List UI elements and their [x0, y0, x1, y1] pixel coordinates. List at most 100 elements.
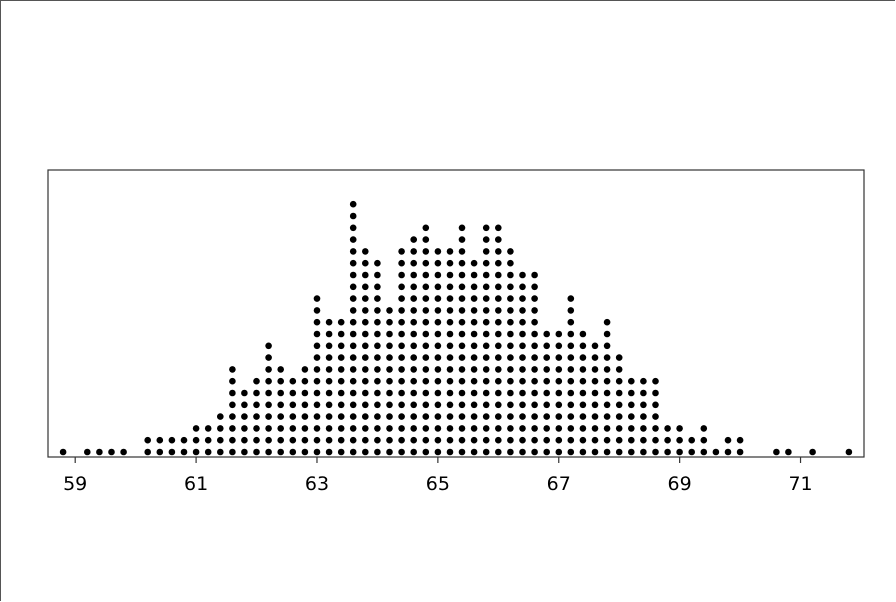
data-dot: [434, 259, 442, 267]
data-dot: [362, 425, 369, 432]
data-dot: [313, 436, 321, 444]
data-dot: [603, 425, 611, 432]
data-dot: [204, 425, 212, 432]
data-dot: [531, 401, 538, 409]
data-dot: [253, 436, 260, 444]
data-dot: [652, 377, 659, 385]
data-dot: [531, 389, 538, 397]
data-dot: [470, 436, 478, 444]
data-dot: [688, 436, 695, 444]
data-dot: [313, 318, 321, 326]
data-dot: [180, 448, 188, 456]
data-dot: [446, 283, 454, 291]
data-dot: [555, 425, 563, 432]
data-dot: [446, 366, 454, 373]
data-dot: [434, 413, 442, 420]
data-dot: [543, 366, 550, 373]
data-dot: [386, 448, 393, 456]
data-dot: [265, 377, 272, 385]
data-dot: [313, 342, 321, 350]
data-dot: [591, 448, 599, 456]
data-dot: [108, 448, 115, 456]
data-dot: [362, 448, 369, 456]
data-dot: [422, 377, 430, 385]
data-dot: [495, 366, 502, 373]
data-dot: [192, 425, 200, 432]
data-dot: [591, 413, 599, 420]
data-dot: [579, 366, 587, 373]
data-dot: [603, 448, 611, 456]
data-dot: [531, 436, 538, 444]
data-dot: [446, 389, 454, 397]
data-dot: [458, 448, 466, 456]
data-dot: [555, 330, 563, 338]
data-dot: [349, 224, 357, 232]
data-dot: [434, 401, 442, 409]
data-dot: [519, 425, 526, 432]
data-dot: [398, 318, 405, 326]
data-dot: [422, 389, 430, 397]
data-dot: [628, 377, 635, 385]
data-dot: [446, 401, 454, 409]
data-dot: [349, 236, 357, 243]
data-dot: [241, 448, 248, 456]
data-dot: [422, 413, 430, 420]
data-dot: [603, 342, 611, 350]
data-dot: [325, 354, 333, 361]
data-dot: [325, 413, 333, 420]
data-dot: [724, 436, 732, 444]
data-dot: [374, 342, 381, 350]
data-dot: [434, 377, 442, 385]
data-dot: [337, 318, 345, 326]
data-dot: [652, 448, 659, 456]
data-dot: [410, 259, 418, 267]
data-dot: [434, 389, 442, 397]
data-dot: [349, 425, 357, 432]
data-dot: [579, 377, 587, 385]
data-dot: [374, 283, 381, 291]
data-dot: [277, 436, 285, 444]
data-dot: [410, 401, 418, 409]
data-dot: [446, 436, 454, 444]
data-dot: [519, 283, 526, 291]
data-dot: [470, 318, 478, 326]
data-dot: [362, 283, 369, 291]
data-dot: [555, 377, 563, 385]
data-dot: [374, 366, 381, 373]
data-dot: [507, 318, 514, 326]
data-dot: [495, 342, 502, 350]
data-dot: [567, 377, 575, 385]
data-dot: [482, 425, 490, 432]
data-dot: [470, 307, 478, 314]
data-dot: [434, 330, 442, 338]
data-dot: [603, 401, 611, 409]
data-dot: [313, 330, 321, 338]
data-dot: [325, 377, 333, 385]
data-dot: [422, 295, 430, 302]
data-dot: [446, 342, 454, 350]
data-dot: [458, 271, 466, 279]
data-dot: [543, 389, 550, 397]
data-dot: [325, 318, 333, 326]
data-dot: [458, 259, 466, 267]
data-dot: [301, 401, 309, 409]
data-dot: [640, 425, 647, 432]
data-dot: [301, 436, 309, 444]
data-dot: [458, 283, 466, 291]
data-dot: [470, 259, 478, 267]
data-dot: [241, 401, 248, 409]
data-dot: [422, 436, 430, 444]
data-dot: [229, 389, 236, 397]
data-dot: [470, 366, 478, 373]
data-dot: [398, 436, 405, 444]
data-dot: [398, 366, 405, 373]
data-dot: [446, 271, 454, 279]
data-dot: [59, 448, 67, 456]
data-dot: [144, 448, 151, 456]
data-dot: [603, 318, 611, 326]
data-dot: [458, 366, 466, 373]
data-dot: [374, 413, 381, 420]
data-dot: [120, 448, 127, 456]
data-dot: [422, 259, 430, 267]
data-dot: [434, 283, 442, 291]
